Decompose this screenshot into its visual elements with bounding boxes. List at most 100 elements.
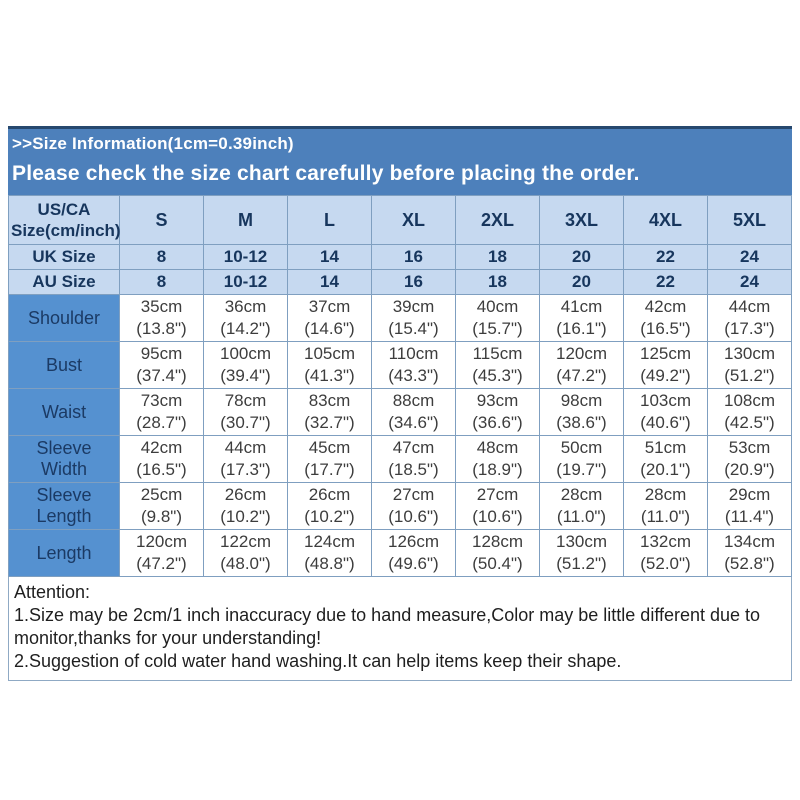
size-info-banner: >>Size Information(1cm=0.39inch) Please … <box>8 126 792 195</box>
corner-header-line2: Size(cm/inch) <box>11 221 121 240</box>
uk-size-value: 16 <box>371 244 456 270</box>
row-label-shoulder: Shoulder <box>8 294 120 342</box>
measurement-cell: 48cm (18.9") <box>455 435 540 483</box>
au-size-label: AU Size <box>8 269 120 295</box>
measurement-cell: 100cm (39.4") <box>203 341 288 389</box>
measurement-cell: 126cm (49.6") <box>371 529 456 577</box>
uk-size-value: 10-12 <box>203 244 288 270</box>
measurement-cell: 130cm (51.2") <box>539 529 624 577</box>
measurement-cell: 42cm (16.5") <box>119 435 204 483</box>
uk-size-label: UK Size <box>8 244 120 270</box>
measurement-cell: 105cm (41.3") <box>287 341 372 389</box>
au-size-value: 22 <box>623 269 708 295</box>
au-size-value: 20 <box>539 269 624 295</box>
measurement-row-waist: Waist 73cm (28.7") 78cm (30.7") 83cm (32.7"… <box>8 388 792 436</box>
measurement-cell: 39cm (15.4") <box>371 294 456 342</box>
measurement-row-sleeve-width: Sleeve Width 42cm (16.5") 44cm (17.3") 45c… <box>8 435 792 483</box>
size-header-3xl: 3XL <box>539 195 624 245</box>
measurement-cell: 25cm (9.8") <box>119 482 204 530</box>
row-label-length: Length <box>8 529 120 577</box>
size-header-4xl: 4XL <box>623 195 708 245</box>
attention-title: Attention: <box>14 582 91 602</box>
uk-size-value: 14 <box>287 244 372 270</box>
uk-size-value: 22 <box>623 244 708 270</box>
measurement-cell: 37cm (14.6") <box>287 294 372 342</box>
measurement-row-sleeve-length: Sleeve Length 25cm (9.8") 26cm (10.2") 26c… <box>8 482 792 530</box>
measurement-cell: 27cm (10.6") <box>455 482 540 530</box>
measurement-cell: 120cm (47.2") <box>539 341 624 389</box>
measurement-cell: 128cm (50.4") <box>455 529 540 577</box>
measurement-cell: 44cm (17.3") <box>203 435 288 483</box>
measurement-cell: 103cm (40.6") <box>623 388 708 436</box>
banner-title: >>Size Information(1cm=0.39inch) <box>12 134 294 153</box>
row-label-waist: Waist <box>8 388 120 436</box>
uk-size-row: UK Size 8 10-12 14 16 18 20 22 24 <box>8 244 792 270</box>
measurement-cell: 88cm (34.6") <box>371 388 456 436</box>
measurement-row-length: Length 120cm (47.2") 122cm (48.0") 124cm (4… <box>8 529 792 577</box>
uk-size-value: 8 <box>119 244 204 270</box>
measurement-row-bust: Bust 95cm (37.4") 100cm (39.4") 105cm (41.3… <box>8 341 792 389</box>
measurement-cell: 42cm (16.5") <box>623 294 708 342</box>
attention-item-2: 2.Suggestion of cold water hand washing.… <box>14 651 622 671</box>
au-size-value: 14 <box>287 269 372 295</box>
size-header-5xl: 5XL <box>707 195 792 245</box>
uk-size-value: 18 <box>455 244 540 270</box>
measurement-cell: 26cm (10.2") <box>203 482 288 530</box>
measurement-cell: 47cm (18.5") <box>371 435 456 483</box>
size-header-xl: XL <box>371 195 456 245</box>
size-header-s: S <box>119 195 204 245</box>
measurement-cell: 29cm (11.4") <box>707 482 792 530</box>
au-size-value: 16 <box>371 269 456 295</box>
size-header-2xl: 2XL <box>455 195 540 245</box>
row-label-bust: Bust <box>8 341 120 389</box>
measurement-cell: 125cm (49.2") <box>623 341 708 389</box>
measurement-cell: 40cm (15.7") <box>455 294 540 342</box>
size-header-m: M <box>203 195 288 245</box>
measurement-cell: 53cm (20.9") <box>707 435 792 483</box>
corner-header: US/CA Size(cm/inch) <box>8 195 121 245</box>
measurement-cell: 130cm (51.2") <box>707 341 792 389</box>
measurement-cell: 124cm (48.8") <box>287 529 372 577</box>
measurement-cell: 132cm (52.0") <box>623 529 708 577</box>
size-header-l: L <box>287 195 372 245</box>
measurement-cell: 51cm (20.1") <box>623 435 708 483</box>
measurement-cell: 120cm (47.2") <box>119 529 204 577</box>
measurement-cell: 110cm (43.3") <box>371 341 456 389</box>
measurement-cell: 122cm (48.0") <box>203 529 288 577</box>
measurement-cell: 28cm (11.0") <box>539 482 624 530</box>
measurement-cell: 44cm (17.3") <box>707 294 792 342</box>
au-size-value: 10-12 <box>203 269 288 295</box>
size-chart-table: US/CA Size(cm/inch) S M L XL 2XL 3XL 4XL… <box>8 195 792 577</box>
measurement-row-shoulder: Shoulder 35cm (13.8") 36cm (14.2") 37cm (14… <box>8 294 792 342</box>
au-size-row: AU Size 8 10-12 14 16 18 20 22 24 <box>8 269 792 295</box>
measurement-cell: 115cm (45.3") <box>455 341 540 389</box>
attention-note: Attention: 1.Size may be 2cm/1 inch inac… <box>8 577 792 681</box>
row-label-sleeve-length: Sleeve Length <box>8 482 120 530</box>
measurement-cell: 108cm (42.5") <box>707 388 792 436</box>
uk-size-value: 24 <box>707 244 792 270</box>
measurement-cell: 83cm (32.7") <box>287 388 372 436</box>
measurement-cell: 36cm (14.2") <box>203 294 288 342</box>
measurement-cell: 95cm (37.4") <box>119 341 204 389</box>
table-header-row: US/CA Size(cm/inch) S M L XL 2XL 3XL 4XL… <box>8 195 792 245</box>
measurement-cell: 134cm (52.8") <box>707 529 792 577</box>
measurement-cell: 28cm (11.0") <box>623 482 708 530</box>
measurement-cell: 41cm (16.1") <box>539 294 624 342</box>
measurement-cell: 26cm (10.2") <box>287 482 372 530</box>
measurement-cell: 78cm (30.7") <box>203 388 288 436</box>
measurement-cell: 35cm (13.8") <box>119 294 204 342</box>
attention-item-1: 1.Size may be 2cm/1 inch inaccuracy due … <box>14 605 761 648</box>
au-size-value: 18 <box>455 269 540 295</box>
uk-size-value: 20 <box>539 244 624 270</box>
row-label-sleeve-width: Sleeve Width <box>8 435 120 483</box>
corner-header-line1: US/CA <box>37 200 91 219</box>
measurement-cell: 98cm (38.6") <box>539 388 624 436</box>
measurement-cell: 50cm (19.7") <box>539 435 624 483</box>
measurement-cell: 93cm (36.6") <box>455 388 540 436</box>
size-information-sheet: >>Size Information(1cm=0.39inch) Please … <box>8 126 792 681</box>
measurement-cell: 27cm (10.6") <box>371 482 456 530</box>
banner-subtitle: Please check the size chart carefully be… <box>12 162 640 185</box>
measurement-cell: 45cm (17.7") <box>287 435 372 483</box>
au-size-value: 8 <box>119 269 204 295</box>
au-size-value: 24 <box>707 269 792 295</box>
